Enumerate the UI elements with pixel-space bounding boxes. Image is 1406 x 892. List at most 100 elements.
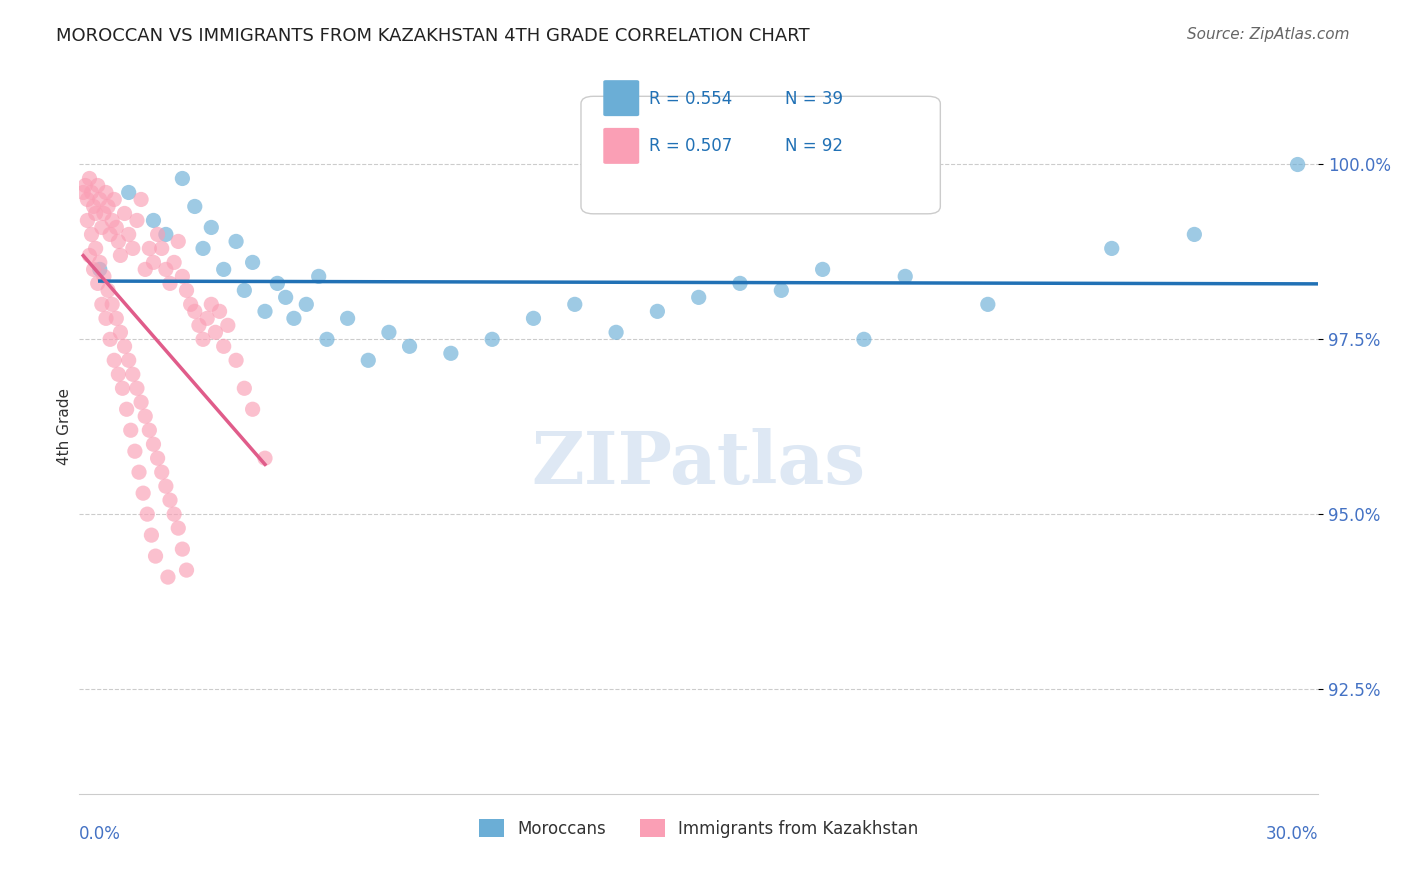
Point — [233, 284, 256, 298]
Point — [138, 423, 160, 437]
Point — [200, 220, 222, 235]
Point — [195, 311, 218, 326]
Point — [121, 241, 143, 255]
Point — [217, 318, 239, 333]
Point — [89, 193, 111, 207]
Point — [89, 262, 111, 277]
Point — [86, 277, 108, 291]
Point — [176, 284, 198, 298]
Text: ZIPatlas: ZIPatlas — [531, 428, 866, 499]
Point — [191, 241, 214, 255]
Point — [357, 353, 380, 368]
Text: MOROCCAN VS IMMIGRANTS FROM KAZAKHSTAN 4TH GRADE CORRELATION CHART: MOROCCAN VS IMMIGRANTS FROM KAZAKHSTAN 4… — [56, 27, 810, 45]
Point — [110, 326, 132, 340]
Point — [103, 193, 125, 207]
Point — [605, 326, 627, 340]
Point — [647, 304, 669, 318]
Point — [129, 193, 152, 207]
Point — [107, 368, 129, 382]
Text: N = 39: N = 39 — [786, 89, 844, 108]
Point — [378, 326, 401, 340]
Point — [79, 248, 101, 262]
Point — [150, 465, 173, 479]
Legend: Moroccans, Immigrants from Kazakhstan: Moroccans, Immigrants from Kazakhstan — [472, 813, 925, 845]
Point — [125, 213, 148, 227]
Point — [86, 178, 108, 193]
FancyBboxPatch shape — [603, 128, 640, 164]
Text: 0.0%: 0.0% — [79, 825, 121, 843]
Point — [121, 368, 143, 382]
Point — [159, 277, 181, 291]
Y-axis label: 4th Grade: 4th Grade — [58, 388, 72, 466]
Point — [125, 381, 148, 395]
Point — [72, 186, 94, 200]
Point — [142, 255, 165, 269]
Point — [253, 304, 276, 318]
Point — [212, 262, 235, 277]
Point — [146, 227, 169, 242]
Point — [97, 199, 120, 213]
Point — [208, 304, 231, 318]
Point — [167, 235, 190, 249]
Point — [120, 423, 142, 437]
Point — [84, 206, 107, 220]
Point — [124, 444, 146, 458]
Point — [80, 227, 103, 242]
Point — [266, 277, 288, 291]
Point — [105, 311, 128, 326]
Point — [852, 332, 875, 346]
Point — [728, 277, 751, 291]
Point — [105, 220, 128, 235]
Point — [688, 290, 710, 304]
Point — [93, 269, 115, 284]
Point — [114, 206, 136, 220]
Point — [138, 241, 160, 255]
Point — [84, 241, 107, 255]
Text: R = 0.554: R = 0.554 — [650, 89, 733, 108]
FancyBboxPatch shape — [603, 80, 640, 116]
Point — [155, 479, 177, 493]
Point — [191, 332, 214, 346]
Point — [101, 297, 124, 311]
Point — [172, 269, 194, 284]
Text: N = 92: N = 92 — [786, 137, 844, 155]
Point — [141, 528, 163, 542]
Point — [225, 353, 247, 368]
Point — [176, 563, 198, 577]
Point — [83, 199, 105, 213]
Point — [167, 521, 190, 535]
Point — [150, 241, 173, 255]
Point — [1182, 227, 1205, 242]
Point — [80, 186, 103, 200]
Point — [142, 213, 165, 227]
Point — [79, 171, 101, 186]
Point — [94, 311, 117, 326]
Point — [107, 235, 129, 249]
Point — [336, 311, 359, 326]
Point — [89, 255, 111, 269]
Point — [146, 451, 169, 466]
Point — [83, 262, 105, 277]
Point — [145, 549, 167, 563]
Point — [977, 297, 1000, 311]
Point — [159, 493, 181, 508]
Point — [142, 437, 165, 451]
Point — [225, 235, 247, 249]
Point — [811, 262, 834, 277]
Point — [136, 507, 159, 521]
Point — [118, 353, 141, 368]
Point — [98, 332, 121, 346]
Point — [118, 186, 141, 200]
Point — [111, 381, 134, 395]
Point — [200, 297, 222, 311]
Point — [118, 227, 141, 242]
Point — [283, 311, 305, 326]
Point — [1101, 241, 1123, 255]
Point — [163, 507, 186, 521]
Point — [204, 326, 226, 340]
Point — [98, 227, 121, 242]
Point — [114, 339, 136, 353]
Point — [156, 570, 179, 584]
Point — [212, 339, 235, 353]
Point — [90, 297, 112, 311]
